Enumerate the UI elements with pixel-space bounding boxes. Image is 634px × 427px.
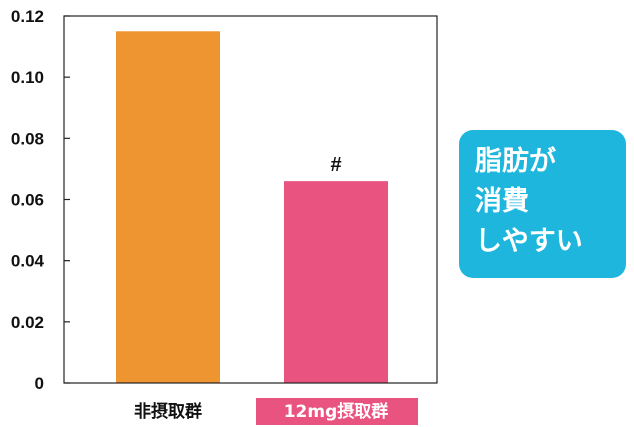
y-tick-label-7: 0.12 — [11, 7, 44, 26]
y-tick-label-6: 0.10 — [11, 68, 44, 87]
callout-line-3: しやすい — [475, 226, 583, 257]
bar-2 — [284, 181, 388, 383]
y-tick-label-4: 0.06 — [11, 191, 44, 210]
callout-badge: 脂肪が 消費 しやすい — [459, 130, 626, 278]
x-tick-label-2: 12mg摂取群 — [284, 401, 389, 422]
annotation-group: # — [330, 154, 341, 176]
x-label-highlight — [256, 398, 418, 425]
y-tick-label-1: 0 — [35, 374, 44, 393]
y-tick-group: 0 0.02 0.04 0.06 0.08 0.10 0.12 — [11, 7, 70, 393]
bar-1 — [116, 31, 220, 384]
y-tick-label-3: 0.04 — [11, 252, 45, 271]
bars-group — [116, 31, 388, 384]
y-tick-label-2: 0.02 — [11, 313, 44, 332]
x-label-group: 非摂取群 12mg摂取群 — [134, 398, 418, 425]
callout-line-1: 脂肪が — [475, 146, 556, 177]
x-tick-label-1: 非摂取群 — [134, 401, 202, 422]
y-tick-label-5: 0.08 — [11, 129, 44, 148]
callout-line-2: 消費 — [475, 186, 529, 217]
annotation-1: # — [330, 154, 341, 176]
plot-frame — [63, 15, 438, 384]
